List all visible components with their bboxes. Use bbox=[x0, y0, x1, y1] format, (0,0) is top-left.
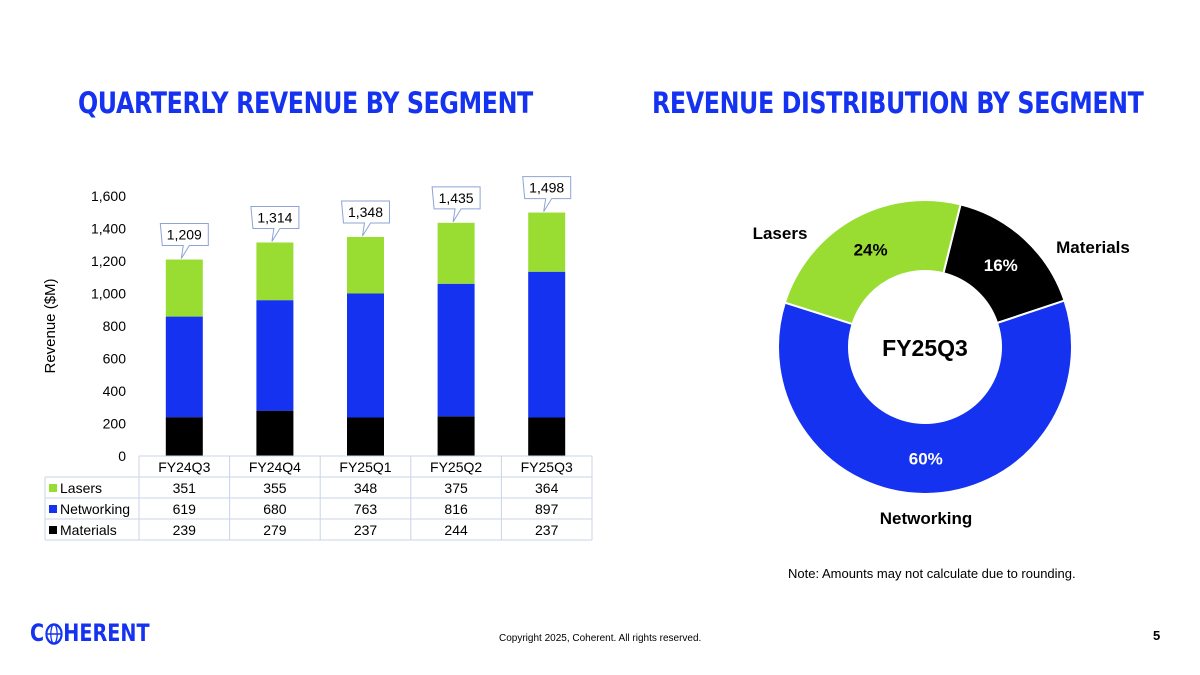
total-data-label: 1,498 bbox=[529, 180, 564, 196]
table-cell-value: 237 bbox=[535, 522, 559, 538]
y-tick-label: 600 bbox=[103, 351, 127, 367]
y-tick-label: 1,600 bbox=[91, 188, 126, 204]
stacked-bar-chart: 0 200 400 600 800 1,000 1,200 1,400 1,600 Revenue… bbox=[42, 176, 593, 541]
y-tick-label: 800 bbox=[103, 318, 127, 334]
donut-chart-title: REVENUE DISTRIBUTION BY SEGMENT bbox=[652, 86, 1144, 120]
legend-entry: Lasers bbox=[60, 480, 102, 496]
y-tick-label: 200 bbox=[103, 416, 127, 432]
donut-slice-lasers bbox=[783, 199, 962, 326]
y-axis-label: Revenue ($M) bbox=[42, 278, 59, 373]
bar-segment-lasers bbox=[347, 236, 384, 294]
y-tick-label: 1,200 bbox=[91, 253, 126, 269]
total-callout-box bbox=[340, 200, 390, 237]
logo-letter-c: C bbox=[30, 619, 45, 647]
x-category-label: FY24Q3 bbox=[158, 459, 210, 475]
slice-category-label: Materials bbox=[1056, 238, 1130, 257]
total-data-label: 1,314 bbox=[257, 209, 292, 225]
total-data-label: 1,435 bbox=[439, 190, 474, 206]
bar-segment-materials bbox=[256, 410, 294, 456]
y-tick-label: 400 bbox=[103, 383, 127, 399]
table-cell-value: 244 bbox=[444, 522, 468, 538]
table-cell-value: 239 bbox=[173, 522, 197, 538]
table-cell-value: 763 bbox=[354, 501, 378, 517]
bar-segment-materials bbox=[347, 417, 384, 456]
slice-percent-label: 60% bbox=[909, 449, 943, 468]
bar-segment-networking bbox=[256, 300, 294, 411]
slice-category-label: Networking bbox=[880, 509, 973, 528]
coherent-logo: C HERENT bbox=[30, 618, 179, 648]
total-callout-box bbox=[159, 223, 209, 259]
copyright-text: Copyright 2025, Coherent. All rights res… bbox=[499, 633, 702, 644]
x-category-label: FY25Q2 bbox=[430, 459, 482, 475]
y-tick-label: 1,400 bbox=[91, 221, 126, 237]
table-cell-value: 375 bbox=[444, 480, 468, 496]
bar-segment-lasers bbox=[528, 212, 566, 272]
legend-entry: Materials bbox=[60, 522, 117, 538]
donut-center-label: FY25Q3 bbox=[882, 335, 968, 361]
bar-chart-title: QUARTERLY REVENUE BY SEGMENT bbox=[78, 86, 533, 120]
donut-slice-networking bbox=[777, 299, 1073, 495]
table-cell-value: 237 bbox=[354, 522, 378, 538]
table-cell-value: 680 bbox=[263, 501, 287, 517]
table-cell-value: 619 bbox=[173, 501, 197, 517]
legend-key-networking bbox=[49, 505, 57, 513]
y-tick-label: 1,000 bbox=[91, 286, 126, 302]
bar-segment-materials bbox=[528, 417, 566, 456]
table-cell-value: 364 bbox=[535, 480, 559, 496]
x-category-label: FY25Q3 bbox=[521, 459, 573, 475]
bar-segment-networking bbox=[528, 271, 566, 418]
x-category-label: FY24Q4 bbox=[249, 459, 301, 475]
bar-segment-networking bbox=[437, 283, 475, 417]
table-cell-value: 816 bbox=[444, 501, 468, 517]
logo-letters-rest: HERENT bbox=[63, 619, 150, 647]
slice-percent-label: 24% bbox=[854, 241, 888, 260]
slice-category-label: Lasers bbox=[753, 224, 808, 243]
page-number: 5 bbox=[1153, 628, 1161, 643]
total-callout-box bbox=[522, 176, 572, 212]
bar-segment-lasers bbox=[437, 222, 475, 284]
legend-key-materials bbox=[49, 526, 57, 534]
rounding-note: Note: Amounts may not calculate due to r… bbox=[788, 566, 1076, 581]
total-data-label: 1,209 bbox=[167, 227, 202, 243]
bar-segment-lasers bbox=[256, 242, 294, 301]
table-cell-value: 348 bbox=[354, 480, 378, 496]
table-cell-value: 897 bbox=[535, 501, 559, 517]
bar-segment-materials bbox=[437, 416, 475, 456]
legend-key-lasers bbox=[49, 484, 57, 492]
y-tick-label: 0 bbox=[118, 448, 126, 464]
slice-percent-label: 16% bbox=[984, 256, 1018, 275]
logo-text: C HERENT bbox=[30, 619, 150, 647]
table-cell-value: 351 bbox=[173, 480, 197, 496]
globe-icon bbox=[45, 623, 63, 645]
bar-segment-lasers bbox=[165, 259, 203, 317]
total-callout-box bbox=[431, 186, 481, 223]
bar-segment-networking bbox=[165, 316, 203, 418]
donut-slice-materials bbox=[942, 203, 1066, 325]
legend-entry: Networking bbox=[60, 501, 130, 517]
bar-segment-materials bbox=[165, 417, 203, 456]
bar-segment-networking bbox=[347, 293, 384, 418]
table-cell-value: 355 bbox=[263, 480, 287, 496]
total-data-label: 1,348 bbox=[348, 204, 383, 220]
table-cell-value: 279 bbox=[263, 522, 287, 538]
x-category-label: FY25Q1 bbox=[339, 459, 391, 475]
total-callout-box bbox=[250, 205, 300, 242]
